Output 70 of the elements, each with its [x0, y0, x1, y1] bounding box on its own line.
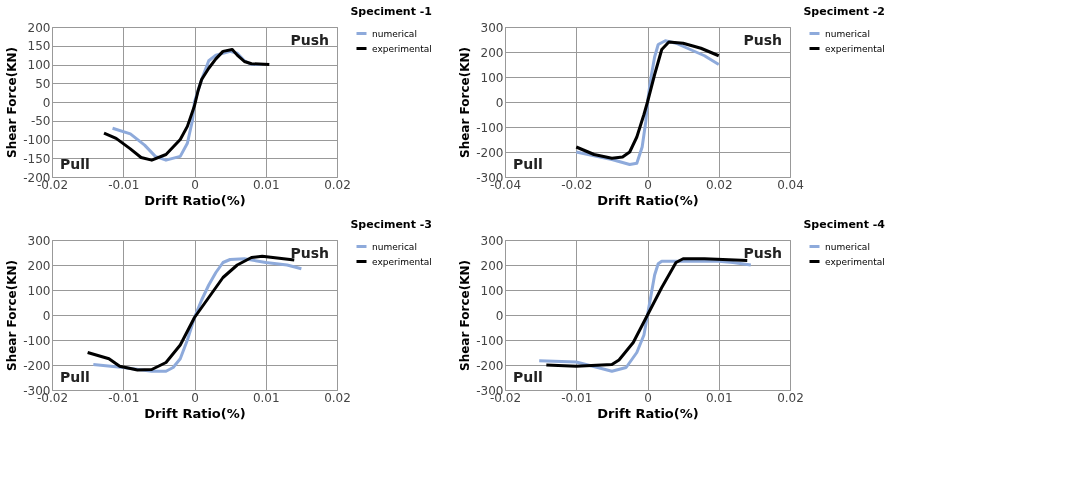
legend-label: numerical [372, 28, 417, 39]
annotation: Pull [60, 369, 90, 385]
text: Speciment -4 [803, 218, 886, 231]
y-axis-title: Shear Force(KN) [5, 260, 20, 371]
x-tick-label: 0.01 [705, 390, 733, 405]
x-tick-label: -0.02 [561, 177, 593, 192]
legend-label: experimental [372, 43, 432, 54]
text: Speciment -1 [350, 5, 432, 18]
annotation: Push [290, 245, 329, 261]
x-tick-label: -0.01 [108, 390, 140, 405]
y-tick-label: -150 [23, 151, 51, 166]
x-tick-label: -0.01 [561, 390, 593, 405]
x-tick-label: -0.01 [108, 177, 140, 192]
text: Speciment -2 [803, 5, 885, 18]
y-tick-label: -200 [476, 145, 504, 160]
legend-label: experimental [372, 256, 432, 267]
y-tick-label: -100 [476, 333, 504, 348]
y-tick-label: 300 [480, 233, 504, 248]
y-axis-title: Shear Force(KN) [458, 260, 473, 371]
y-tick-label: 200 [27, 258, 51, 273]
y-tick-label: -100 [23, 333, 51, 348]
x-axis-title: Drift Ratio(%) [597, 192, 699, 208]
y-axis-title: Shear Force(KN) [5, 47, 20, 158]
y-tick-label: -100 [23, 133, 51, 147]
annotation: Pull [513, 156, 543, 172]
y-tick-label: -200 [23, 358, 51, 373]
x-tick-label: 0.02 [324, 390, 351, 405]
x-tick-label: 0.04 [777, 177, 804, 192]
y-tick-label: -200 [476, 358, 504, 373]
y-tick-label: 0 [42, 308, 51, 323]
y-tick-label: 200 [480, 258, 504, 273]
x-axis-title: Drift Ratio(%) [144, 192, 246, 208]
y-tick-label: 150 [27, 39, 51, 54]
x-tick-label: 0.02 [705, 177, 733, 192]
legend-label: numerical [825, 241, 870, 252]
x-tick-label: 0 [191, 390, 199, 405]
y-tick-label: 200 [27, 20, 51, 35]
x-axis-title: Drift Ratio(%) [144, 405, 246, 421]
text: Speciment -3 [350, 218, 432, 231]
x-tick-label: 0 [191, 177, 199, 192]
y-tick-label: -100 [476, 120, 504, 135]
y-tick-label: 100 [480, 70, 504, 85]
legend-label: numerical [825, 28, 870, 39]
y-tick-label: 100 [27, 283, 51, 298]
annotation: Pull [60, 156, 90, 172]
x-tick-label: 0.01 [252, 390, 280, 405]
x-tick-label: 0 [644, 177, 652, 192]
y-tick-label: 300 [480, 20, 504, 35]
y-tick-label: 0 [42, 95, 51, 110]
annotation: Push [743, 32, 782, 48]
annotation: Push [290, 32, 329, 48]
y-tick-label: 200 [480, 45, 504, 60]
annotation: Pull [513, 369, 543, 385]
y-tick-label: 0 [495, 308, 504, 323]
legend-label: experimental [825, 43, 885, 54]
x-tick-label: 0.02 [324, 177, 351, 192]
y-tick-label: 50 [35, 76, 51, 91]
y-tick-label: 300 [27, 233, 51, 248]
y-tick-label: 100 [480, 283, 504, 298]
x-tick-label: 0 [644, 390, 652, 405]
legend-label: numerical [372, 241, 417, 252]
x-axis-title: Drift Ratio(%) [597, 405, 699, 421]
annotation: Push [743, 245, 782, 261]
x-tick-label: 0.01 [252, 177, 280, 192]
y-tick-label: -50 [30, 114, 51, 129]
y-axis-title: Shear Force(KN) [458, 47, 473, 158]
y-tick-label: 100 [27, 58, 51, 72]
y-tick-label: 0 [495, 95, 504, 110]
legend-label: experimental [825, 256, 885, 267]
x-tick-label: 0.02 [777, 390, 804, 405]
